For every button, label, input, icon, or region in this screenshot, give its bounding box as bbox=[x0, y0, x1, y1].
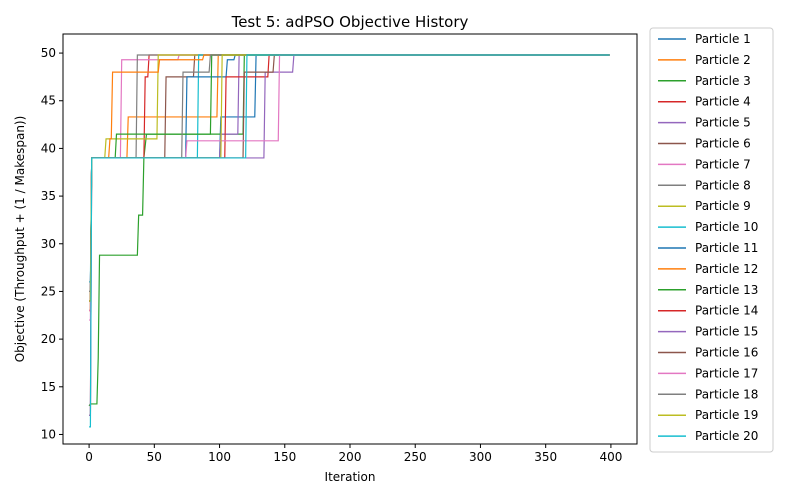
series-line-particle-8 bbox=[89, 54, 610, 302]
legend-label: Particle 1 bbox=[695, 32, 751, 46]
y-tick-label: 35 bbox=[41, 189, 56, 203]
x-tick-label: 350 bbox=[534, 450, 557, 464]
plot-area bbox=[62, 33, 638, 445]
legend-label: Particle 15 bbox=[695, 325, 758, 339]
x-tick-label: 150 bbox=[273, 450, 296, 464]
series-line-particle-7 bbox=[89, 54, 610, 321]
y-tick-label: 30 bbox=[41, 237, 56, 251]
legend-label: Particle 11 bbox=[695, 241, 758, 255]
legend-label: Particle 5 bbox=[695, 116, 751, 130]
y-axis-label: Objective (Throughput + (1 / Makespan)) bbox=[13, 116, 27, 363]
legend-label: Particle 4 bbox=[695, 95, 751, 109]
legend-label: Particle 13 bbox=[695, 283, 758, 297]
y-tick-label: 40 bbox=[41, 141, 56, 155]
series-line-particle-3 bbox=[88, 54, 610, 407]
y-tick-label: 25 bbox=[41, 284, 56, 298]
legend-box bbox=[649, 27, 774, 453]
x-tick-label: 400 bbox=[599, 450, 622, 464]
series-line-particle-19 bbox=[89, 54, 610, 302]
legend-label: Particle 2 bbox=[695, 53, 751, 67]
series-line-particle-15 bbox=[89, 54, 610, 293]
legend-label: Particle 18 bbox=[695, 387, 758, 401]
y-tick-label: 10 bbox=[41, 427, 56, 441]
series-line-particle-18 bbox=[89, 54, 610, 293]
x-tick-label: 250 bbox=[404, 450, 427, 464]
legend-label: Particle 6 bbox=[695, 137, 751, 151]
legend-label: Particle 8 bbox=[695, 178, 751, 192]
series-line-particle-13 bbox=[89, 54, 610, 302]
chart-title: Test 5: adPSO Objective History bbox=[231, 13, 469, 31]
legend-label: Particle 9 bbox=[695, 199, 751, 213]
y-axis: 10 15 20 25 30 35 40 45 50 bbox=[41, 46, 63, 441]
series-line-particle-5 bbox=[89, 54, 610, 416]
y-tick-label: 15 bbox=[41, 380, 56, 394]
series-line-particle-17 bbox=[89, 54, 610, 312]
x-axis-label: Iteration bbox=[325, 470, 376, 484]
series-line-particle-16 bbox=[89, 54, 610, 302]
series-line-particle-12 bbox=[89, 54, 610, 312]
x-tick-label: 50 bbox=[147, 450, 162, 464]
series-line-particle-11 bbox=[89, 54, 610, 293]
y-tick-label: 45 bbox=[41, 94, 56, 108]
x-tick-label: 200 bbox=[339, 450, 362, 464]
y-tick-label: 50 bbox=[41, 46, 56, 60]
legend-label: Particle 14 bbox=[695, 304, 758, 318]
legend-label: Particle 19 bbox=[695, 408, 758, 422]
series-line-particle-4 bbox=[89, 54, 610, 416]
series-line-particle-6 bbox=[89, 54, 610, 312]
x-tick-label: 300 bbox=[469, 450, 492, 464]
y-tick-label: 20 bbox=[41, 332, 56, 346]
legend: Particle 1 Particle 2 Particle 3 Particle 4… bbox=[649, 27, 774, 453]
legend-label: Particle 10 bbox=[695, 220, 758, 234]
legend-label: Particle 7 bbox=[695, 157, 751, 171]
x-tick-label: 100 bbox=[208, 450, 231, 464]
series-line-particle-1 bbox=[89, 54, 610, 293]
series-line-particle-2 bbox=[89, 54, 610, 302]
legend-label: Particle 16 bbox=[695, 346, 758, 360]
legend-label: Particle 20 bbox=[695, 429, 758, 443]
series-line-particle-9 bbox=[89, 54, 610, 312]
series-line-particle-10 bbox=[89, 54, 610, 283]
x-axis: 0 50 100 150 200 250 300 350 400 bbox=[85, 444, 622, 464]
series-line-particle-20 bbox=[89, 54, 610, 428]
x-tick-label: 0 bbox=[85, 450, 93, 464]
legend-label: Particle 17 bbox=[695, 366, 758, 380]
legend-label: Particle 12 bbox=[695, 262, 758, 276]
series-line-particle-14 bbox=[89, 54, 610, 302]
legend-label: Particle 3 bbox=[695, 74, 751, 88]
